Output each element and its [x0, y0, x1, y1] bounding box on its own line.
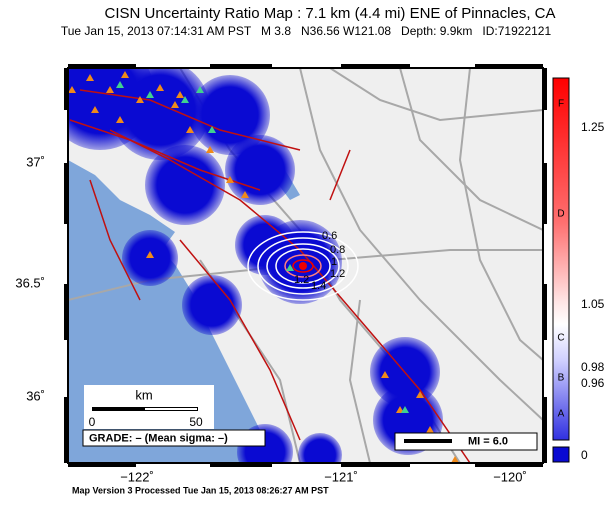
grade-box [82, 429, 266, 447]
station-triangle [86, 74, 94, 81]
subtitle: Tue Jan 15, 2013 07:14:31 AM PST M 3.8 N… [61, 24, 552, 38]
station-triangle [241, 191, 249, 198]
grade-letter: F [558, 99, 564, 110]
station-triangle [286, 264, 294, 271]
colorbar [552, 77, 570, 441]
grade-letter: D [557, 209, 564, 220]
road [348, 299, 371, 463]
station-triangle [381, 371, 389, 378]
colorbar-tick: 0.96 [581, 376, 605, 390]
uncertainty-blob [298, 433, 342, 463]
contour [266, 243, 340, 289]
station-triangle [181, 96, 189, 103]
station-triangle [91, 106, 99, 113]
mi-box [394, 432, 538, 451]
lat-label: 37˚ [26, 154, 45, 169]
station-triangle [451, 456, 459, 463]
uncertainty-blob [225, 135, 295, 205]
station-triangle [121, 71, 129, 78]
colorbar-tick: 0 [581, 448, 588, 462]
footer: Map Version 3 Processed Tue Jan 15, 2013… [72, 485, 329, 495]
contour [292, 259, 314, 273]
contour-label: 1.2 [330, 268, 345, 280]
station-triangle [146, 91, 154, 98]
contour-label: 1.2 [294, 274, 309, 286]
road [329, 68, 543, 122]
colorbar-tick: 1.05 [581, 297, 605, 311]
uncertainty-blob [182, 275, 242, 335]
grade-letter: B [558, 373, 565, 384]
station-triangle [136, 96, 144, 103]
station-triangle [106, 86, 114, 93]
contour [257, 237, 349, 295]
mi-legend: MI = 6.0 [468, 435, 508, 447]
contour-label: 0.8 [330, 244, 345, 256]
lon-label: −122˚ [120, 469, 154, 484]
station-triangle [206, 146, 214, 153]
station-triangle [196, 86, 204, 93]
lon-label: −120˚ [493, 469, 527, 484]
frame-ticks [64, 64, 547, 467]
station-triangle [426, 426, 434, 433]
fault [329, 149, 351, 201]
title: CISN Uncertainty Ratio Map : 7.1 km (4.4… [105, 5, 556, 22]
contour [247, 231, 359, 301]
fault [79, 89, 301, 151]
station-triangle [116, 81, 124, 88]
fault [89, 179, 141, 301]
scale-unit: km [135, 387, 152, 402]
scale-bar-segment [145, 408, 197, 410]
contour [284, 254, 322, 278]
map-frame [67, 67, 544, 464]
contour-label: 1 [331, 256, 337, 268]
station-triangle [416, 391, 424, 398]
station-triangle [226, 176, 234, 183]
grade-letter: C [557, 333, 564, 344]
uncertainty-blob [145, 145, 225, 225]
colorbar-tick: 1.25 [581, 120, 605, 134]
station-triangle [116, 116, 124, 123]
lon-label: −121˚ [324, 469, 358, 484]
uncertainty-blob [190, 75, 270, 155]
station-triangle [208, 126, 216, 133]
station-triangle [171, 101, 179, 108]
road [399, 68, 543, 231]
uncertainty-blob [110, 68, 210, 160]
colorbar-tick: 0.98 [581, 360, 605, 374]
station-triangle [401, 406, 409, 413]
scale-tick: 50 [189, 415, 203, 429]
mi-line [404, 439, 452, 443]
road [458, 68, 543, 361]
station-triangle [146, 251, 154, 258]
station-triangle [68, 86, 76, 93]
fault [179, 239, 301, 441]
grade: GRADE: – (Mean sigma: –) [89, 432, 228, 444]
road [299, 68, 543, 421]
colorbar-zero [552, 446, 570, 463]
contour-label: 1.4 [311, 280, 326, 292]
scale-tick: 0 [89, 415, 96, 429]
station-triangle [176, 91, 184, 98]
contour-label: 0.6 [322, 230, 337, 242]
lat-label: 36.5˚ [15, 275, 45, 290]
grade-letter: A [558, 409, 565, 420]
epicenter [299, 262, 307, 270]
station-triangle [156, 84, 164, 91]
fault [109, 129, 471, 463]
station-triangle [186, 126, 194, 133]
contour [275, 248, 331, 284]
lat-label: 36˚ [26, 388, 45, 403]
